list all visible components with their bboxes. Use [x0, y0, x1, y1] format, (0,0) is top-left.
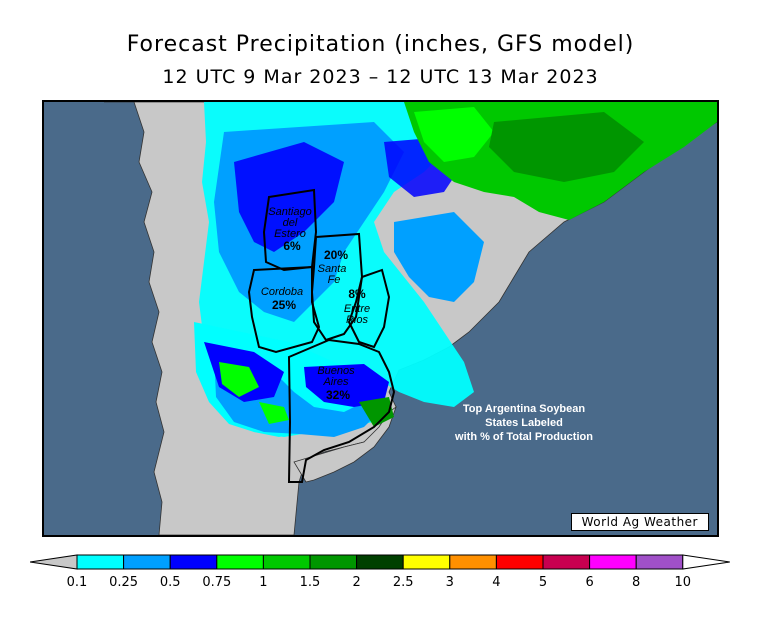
state-name-santiago-line2: del — [283, 217, 298, 229]
outline-buenos-aires — [287, 338, 396, 483]
state-name-santa-fe-line1: Santa — [318, 263, 347, 275]
state-pct-santa-fe: 20% — [324, 248, 348, 262]
state-name-buenos-aires-line1: Buenos — [317, 365, 355, 377]
legend-ticks: 0.1 0.25 0.5 0.75 1 1.5 2 2.5 3 4 5 6 8 10 — [67, 575, 691, 590]
state-pct-cordoba: 25% — [272, 298, 296, 312]
outline-cordoba — [247, 265, 321, 354]
state-labels: Santiago del Estero 6% 20% Santa Fe Cord… — [261, 206, 370, 402]
pacific-ocean — [44, 102, 104, 535]
legend-bin — [169, 554, 218, 570]
legend-bin — [309, 554, 358, 570]
state-name-cordoba: Cordoba — [261, 286, 303, 298]
map-title: Forecast Precipitation (inches, GFS mode… — [126, 32, 635, 57]
note-line1: Top Argentina Soybean — [463, 403, 586, 415]
legend-bin — [449, 554, 497, 570]
legend-tick-label: 10 — [675, 575, 692, 590]
state-name-buenos-aires-line2: Aires — [322, 376, 349, 388]
state-name-santiago-line1: Santiago — [268, 206, 311, 218]
map-subtitle: 12 UTC 9 Mar 2023 – 12 UTC 13 Mar 2023 — [162, 66, 599, 88]
note-line3: with % of Total Production — [454, 431, 593, 443]
legend-bin — [402, 554, 451, 570]
precip-areas — [194, 102, 717, 437]
legend-bin — [635, 554, 684, 570]
legend-above-arrow — [682, 554, 730, 570]
legend-tick-label: 6 — [585, 575, 593, 590]
legend-tick-label: 2 — [352, 575, 360, 590]
state-name-entre-rios-line1: Entre — [344, 303, 370, 315]
legend-bins — [76, 554, 684, 570]
legend-tick-label: 0.5 — [160, 575, 181, 590]
legend-bin — [262, 554, 311, 570]
legend-tick-label: 0.25 — [109, 575, 138, 590]
state-pct-santiago: 6% — [283, 239, 301, 253]
state-pct-buenos-aires: 32% — [326, 388, 350, 402]
precipitation-map: Santiago del Estero 6% 20% Santa Fe Cord… — [42, 100, 719, 537]
legend-bin — [216, 554, 264, 570]
note-line2: States Labeled — [485, 417, 563, 429]
legend-tick-label: 0.1 — [67, 575, 88, 590]
legend-bin — [76, 554, 125, 570]
map-graphic: Santiago del Estero 6% 20% Santa Fe Cord… — [44, 102, 717, 535]
land-south — [293, 405, 397, 483]
legend-bin — [589, 554, 637, 570]
state-pct-entre-rios: 8% — [348, 287, 366, 301]
credit-label: World Ag Weather — [570, 513, 709, 531]
legend-tick-label: 1 — [259, 575, 267, 590]
legend-tick-label: 2.5 — [393, 575, 414, 590]
legend-bin — [356, 554, 404, 570]
legend-bin — [542, 554, 591, 570]
legend-tick-label: 1.5 — [300, 575, 321, 590]
color-scale-legend: 0.1 0.25 0.5 0.75 1 1.5 2 2.5 3 4 5 6 8 10 — [30, 554, 730, 590]
state-name-entre-rios-line2: Rios — [346, 314, 369, 326]
legend-tick-label: 4 — [492, 575, 500, 590]
legend-tick-label: 3 — [446, 575, 454, 590]
state-name-santa-fe-line2: Fe — [328, 274, 341, 286]
legend-tick-label: 0.75 — [202, 575, 231, 590]
legend-tick-label: 5 — [539, 575, 547, 590]
legend-bin — [495, 554, 544, 570]
state-name-santiago-line3: Estero — [274, 228, 306, 240]
state-outlines — [247, 188, 396, 483]
legend-bin — [123, 554, 171, 570]
outline-entre-rios — [347, 268, 391, 349]
legend-below-arrow — [30, 554, 78, 570]
legend-tick-label: 8 — [632, 575, 640, 590]
production-note: Top Argentina Soybean States Labeled wit… — [454, 403, 593, 443]
